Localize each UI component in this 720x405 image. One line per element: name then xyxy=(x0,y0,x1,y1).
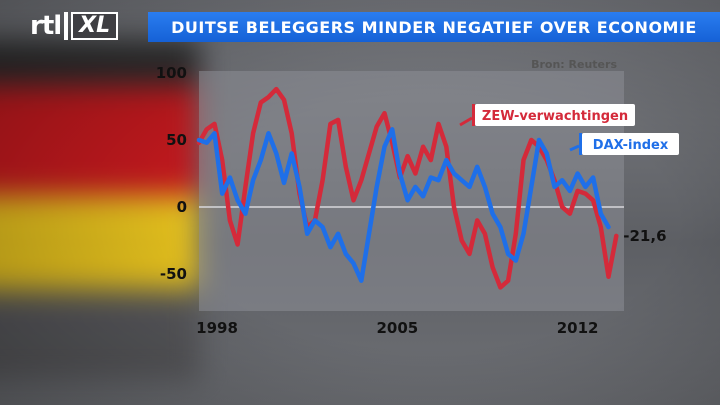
y-tick-label: 100 xyxy=(156,64,187,82)
axes: 100 50 0 -50 1998 2005 2012 xyxy=(156,64,624,337)
channel-logo: rtl XL xyxy=(30,10,119,42)
series-line-dax xyxy=(196,127,611,283)
series-label-zew: ZEW-verwachtingen xyxy=(459,104,635,127)
logo-badge: XL xyxy=(71,12,119,40)
source-note: Bron: Reuters xyxy=(531,58,617,71)
svg-text:DAX-index: DAX-index xyxy=(593,138,669,153)
title-banner: DUITSE BELEGGERS MINDER NEGATIEF OVER EC… xyxy=(148,12,720,42)
y-tick-label: 0 xyxy=(177,198,187,216)
y-tick-label: 50 xyxy=(166,131,187,149)
y-tick-label: -50 xyxy=(160,265,187,283)
series-layer xyxy=(196,86,619,290)
svg-text:ZEW-verwachtingen: ZEW-verwachtingen xyxy=(482,109,628,124)
labels: Bron: Reuters ZEW-verwachtingen DAX-index -… xyxy=(459,58,679,245)
german-flag-backdrop xyxy=(0,40,200,380)
logo-text: rtl xyxy=(30,11,62,41)
end-value-label: -21,6 xyxy=(623,227,666,245)
x-tick-label: 2012 xyxy=(557,319,599,337)
x-tick-label: 1998 xyxy=(196,319,238,337)
page-title: DUITSE BELEGGERS MINDER NEGATIEF OVER EC… xyxy=(171,17,697,37)
series-label-dax: DAX-index xyxy=(569,133,679,155)
x-tick-label: 2005 xyxy=(376,319,418,337)
logo-divider xyxy=(64,12,69,40)
